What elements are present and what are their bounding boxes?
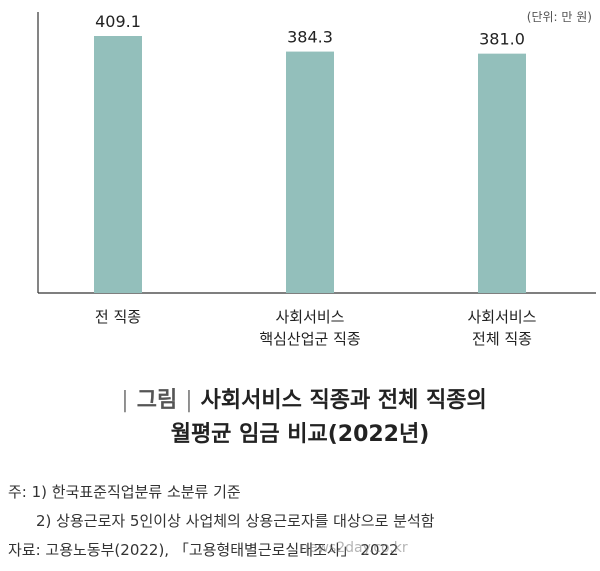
x-tick-label-1: 전 직종 [28, 306, 208, 328]
x-tick-label-line: 핵심산업군 직종 [259, 330, 361, 348]
source-note: 자료: 고용노동부(2022), 「고용형태별근로실태조사」 2022 [8, 541, 399, 559]
note-1: 주: 1) 한국표준직업분류 소분류 기준 [8, 483, 241, 501]
bar-value-label-2: 384.3 [287, 28, 333, 47]
caption-divider: | [121, 388, 129, 413]
watermark-text: news2day.co.kr [300, 540, 408, 556]
caption-title-line2: 월평균 임금 비교(2022년) [170, 422, 430, 447]
note-2: 2) 상용근로자 5인이상 사업체의 상용근로자를 대상으로 분석함 [36, 512, 435, 530]
bar-chart: 409.1 384.3 381.0 [37, 12, 596, 294]
x-tick-label-line: 사회서비스 [467, 308, 537, 326]
caption-title-line1: 사회서비스 직종과 전체 직종의 [200, 388, 487, 413]
unit-label: (단위: 만 원) [526, 10, 592, 24]
bar-value-label-1: 409.1 [95, 12, 141, 31]
bar-1 [94, 36, 142, 293]
bar-2 [286, 51, 334, 294]
caption-divider: | [185, 388, 193, 413]
x-tick-label-line: 사회서비스 [275, 308, 345, 326]
caption-tag: 그림 [136, 388, 178, 413]
x-tick-label-line: 전 직종 [94, 308, 142, 326]
bar-value-label-3: 381.0 [479, 30, 525, 49]
x-tick-label-line: 전체 직종 [472, 330, 532, 348]
chart-notes: 주: 1) 한국표준직업분류 소분류 기준 2) 상용근로자 5인이상 사업체의… [8, 478, 435, 565]
bar-3 [478, 53, 526, 294]
figure-caption: | 그림 | 사회서비스 직종과 전체 직종의 월평균 임금 비교(2022년) [0, 384, 600, 452]
